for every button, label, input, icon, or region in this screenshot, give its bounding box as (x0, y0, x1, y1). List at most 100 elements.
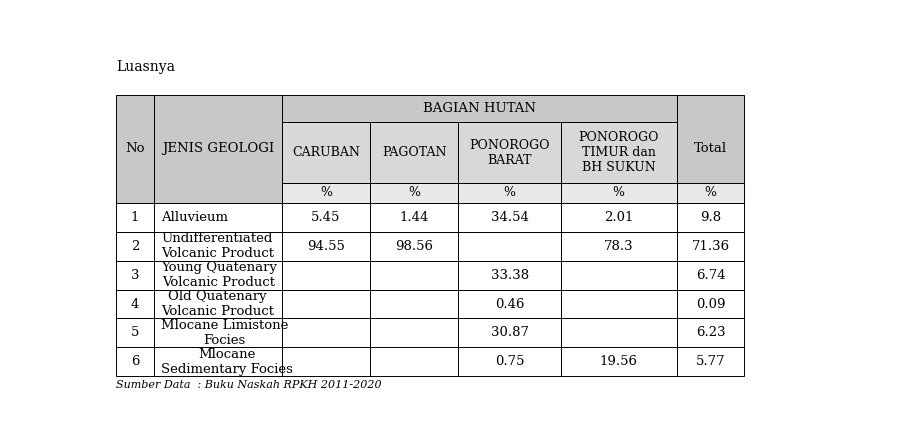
Text: 6.23: 6.23 (696, 326, 725, 339)
Bar (677, 232, 744, 260)
Text: 0.75: 0.75 (495, 355, 525, 368)
Bar (282, 122, 370, 183)
Text: Sumber Data  : Buku Naskah RPKH 2011-2020: Sumber Data : Buku Naskah RPKH 2011-2020 (116, 380, 382, 390)
Text: Mlocane
Sedimentary Focies: Mlocane Sedimentary Focies (161, 348, 292, 376)
Bar (154, 260, 282, 289)
Bar (116, 289, 154, 318)
Text: 1: 1 (130, 211, 140, 224)
Text: 0.09: 0.09 (696, 297, 725, 310)
Bar (561, 183, 677, 203)
Bar (370, 203, 458, 232)
Text: Young Quatenary
Volcanic Product: Young Quatenary Volcanic Product (161, 261, 277, 289)
Bar (154, 203, 282, 232)
Bar (458, 318, 561, 347)
Bar (458, 232, 561, 260)
Bar (116, 232, 154, 260)
Bar (282, 289, 370, 318)
Text: Old Quatenary
Volcanic Product: Old Quatenary Volcanic Product (161, 290, 274, 318)
Bar (154, 347, 282, 376)
Bar (458, 203, 561, 232)
Text: 0.46: 0.46 (495, 297, 525, 310)
Text: %: % (504, 186, 516, 199)
Bar (458, 183, 561, 203)
Text: 9.8: 9.8 (700, 211, 721, 224)
Text: BAGIAN HUTAN: BAGIAN HUTAN (423, 102, 536, 115)
Bar (282, 260, 370, 289)
Text: Total: Total (694, 142, 727, 155)
Text: 3: 3 (130, 268, 140, 281)
Text: PONOROGO
TIMUR dan
BH SUKUN: PONOROGO TIMUR dan BH SUKUN (579, 131, 659, 174)
Bar (116, 260, 154, 289)
Text: 19.56: 19.56 (599, 355, 638, 368)
Text: %: % (705, 186, 716, 199)
Bar (370, 289, 458, 318)
Bar (282, 183, 370, 203)
Text: Mlocane Limistone
Focies: Mlocane Limistone Focies (161, 319, 288, 347)
Text: JENIS GEOLOGI: JENIS GEOLOGI (162, 142, 274, 155)
Bar (677, 318, 744, 347)
Bar (561, 347, 677, 376)
Bar (154, 232, 282, 260)
Text: 6: 6 (130, 355, 140, 368)
Bar (282, 203, 370, 232)
Bar (282, 318, 370, 347)
Bar (370, 260, 458, 289)
Bar (370, 318, 458, 347)
Text: 5: 5 (130, 326, 140, 339)
Text: %: % (409, 186, 420, 199)
Text: 4: 4 (130, 297, 140, 310)
Text: 5.45: 5.45 (311, 211, 340, 224)
Bar (154, 289, 282, 318)
Bar (282, 232, 370, 260)
Text: %: % (320, 186, 332, 199)
Text: 2.01: 2.01 (604, 211, 634, 224)
Text: 2: 2 (130, 240, 140, 253)
Bar (677, 347, 744, 376)
Bar (154, 95, 282, 203)
Bar (561, 318, 677, 347)
Bar (282, 95, 677, 122)
Text: 6.74: 6.74 (696, 268, 725, 281)
Bar (282, 347, 370, 376)
Bar (677, 289, 744, 318)
Bar (116, 95, 154, 203)
Bar (116, 318, 154, 347)
Bar (677, 95, 744, 203)
Bar (370, 122, 458, 183)
Text: 30.87: 30.87 (491, 326, 528, 339)
Bar (458, 347, 561, 376)
Text: CARUBAN: CARUBAN (292, 146, 360, 159)
Text: 33.38: 33.38 (491, 268, 528, 281)
Bar (116, 203, 154, 232)
Text: 34.54: 34.54 (491, 211, 528, 224)
Bar (370, 183, 458, 203)
Text: No: No (125, 142, 145, 155)
Bar (677, 183, 744, 203)
Text: 71.36: 71.36 (691, 240, 730, 253)
Text: Alluvieum: Alluvieum (161, 211, 228, 224)
Text: PONOROGO
BARAT: PONOROGO BARAT (469, 139, 550, 166)
Text: 98.56: 98.56 (395, 240, 433, 253)
Bar (458, 289, 561, 318)
Bar (561, 260, 677, 289)
Bar (677, 260, 744, 289)
Bar (561, 122, 677, 183)
Bar (677, 203, 744, 232)
Bar (154, 318, 282, 347)
Text: 1.44: 1.44 (400, 211, 429, 224)
Text: 94.55: 94.55 (307, 240, 345, 253)
Text: 5.77: 5.77 (696, 355, 725, 368)
Bar (458, 260, 561, 289)
Text: PAGOTAN: PAGOTAN (382, 146, 446, 159)
Text: Undifferentiated
Volcanic Product: Undifferentiated Volcanic Product (161, 232, 274, 260)
Bar (561, 232, 677, 260)
Text: %: % (613, 186, 625, 199)
Bar (116, 347, 154, 376)
Text: Luasnya: Luasnya (116, 60, 175, 74)
Text: 78.3: 78.3 (604, 240, 634, 253)
Bar (370, 347, 458, 376)
Bar (458, 122, 561, 183)
Bar (561, 289, 677, 318)
Bar (370, 232, 458, 260)
Bar (561, 203, 677, 232)
